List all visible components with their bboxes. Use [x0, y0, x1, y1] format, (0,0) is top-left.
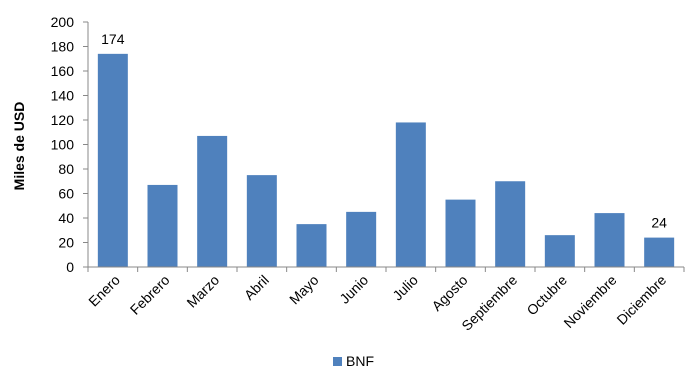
y-tick-label: 0	[66, 259, 74, 275]
legend: BNF	[333, 353, 374, 369]
x-tick-label: Octubre	[523, 272, 570, 319]
bar-septiembre	[495, 181, 526, 267]
bar-marzo	[197, 135, 228, 267]
x-axis-ticks: Enero Febrero Marzo Abril Mayo Junio Julio Agos…	[85, 272, 669, 334]
y-tick-label: 40	[58, 210, 74, 226]
data-label: 174	[101, 31, 125, 47]
legend-swatch	[333, 357, 342, 366]
bar-mayo	[296, 224, 327, 267]
x-tick-label: Abril	[241, 272, 272, 303]
y-tick-label: 60	[58, 186, 74, 202]
x-tick-label: Julio	[389, 272, 421, 304]
bar-febrero	[147, 184, 178, 267]
y-axis-label: Miles de USD	[11, 102, 27, 191]
legend-label: BNF	[346, 353, 374, 369]
y-tick-label: 120	[51, 112, 75, 128]
axes	[87, 22, 685, 272]
data-label: 24	[651, 215, 667, 231]
bar-diciembre	[644, 237, 675, 267]
y-tick-label: 100	[51, 137, 75, 153]
bar-enero	[97, 53, 128, 267]
x-tick-label: Noviembre	[560, 272, 619, 331]
y-tick-label: 180	[51, 39, 75, 55]
x-tick-label: Diciembre	[613, 272, 669, 328]
x-tick-label: Mayo	[286, 272, 322, 308]
y-tick-label: 200	[51, 14, 75, 30]
x-tick-label: Agosto	[428, 272, 470, 314]
y-tick-label: 20	[58, 235, 74, 251]
x-tick-label: Marzo	[183, 272, 222, 311]
bar-julio	[395, 122, 426, 267]
y-tick-label: 160	[51, 63, 75, 79]
y-tick-label: 80	[58, 161, 74, 177]
bar-abril	[246, 175, 277, 267]
y-axis-ticks: 0 20 40 60 80 100 120 140 160 180 200	[51, 14, 88, 275]
x-tick-label: Enero	[85, 272, 123, 310]
bar-agosto	[445, 199, 476, 267]
x-tick-label: Junio	[336, 272, 371, 307]
bar-noviembre	[594, 213, 625, 267]
y-tick-label: 140	[51, 88, 75, 104]
bars	[97, 53, 675, 267]
bar-junio	[346, 211, 377, 267]
bar-octubre	[544, 235, 575, 267]
data-labels: 174 24	[101, 31, 667, 231]
x-tick-label: Febrero	[127, 272, 173, 318]
